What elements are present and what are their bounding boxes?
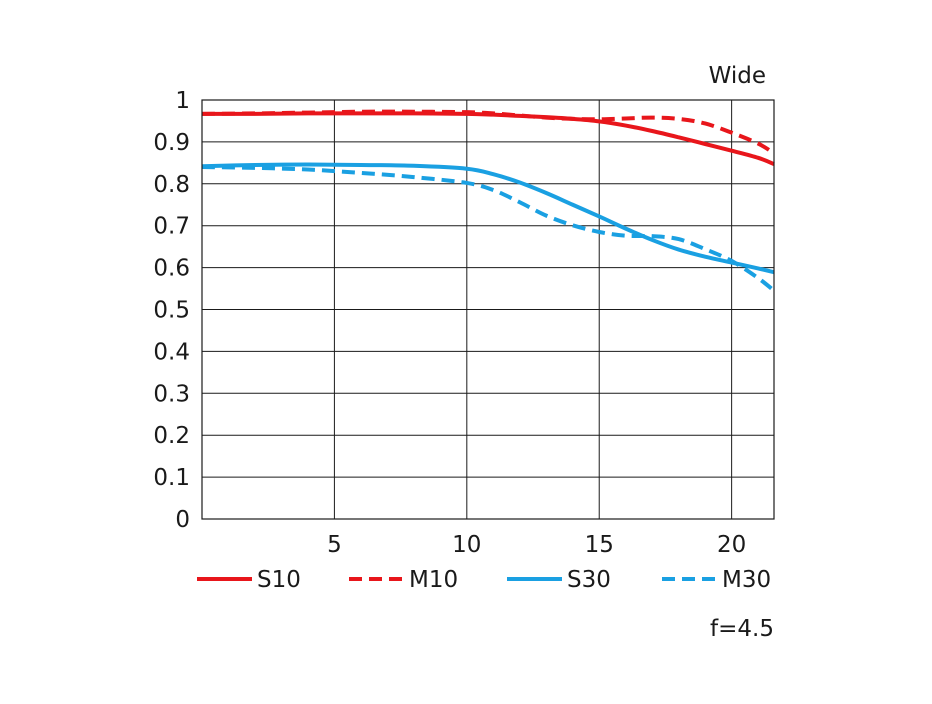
y-tick-label: 1 <box>175 88 190 114</box>
x-tick-label: 15 <box>585 532 614 558</box>
x-tick-label: 10 <box>452 532 481 558</box>
y-tick-label: 0.2 <box>153 423 190 449</box>
legend-label-s10: S10 <box>257 567 301 593</box>
series-line-m30 <box>201 165 776 293</box>
y-tick-label: 0.9 <box>153 130 190 156</box>
corner-label: Wide <box>709 63 766 89</box>
legend-label-m10: M10 <box>409 567 458 593</box>
legend-label-m30: M30 <box>722 567 771 593</box>
y-tick-label: 0.8 <box>153 172 190 198</box>
axes: 00.10.20.30.40.50.60.70.80.915 10 15 20 <box>153 88 775 558</box>
y-tick-label: 0.7 <box>153 214 190 240</box>
series-layer <box>201 109 776 293</box>
legend: S10 M10 S30 M30 <box>197 567 771 593</box>
series-line-s10 <box>201 111 775 166</box>
legend-label-s30: S30 <box>567 567 611 593</box>
series-line-m10 <box>201 109 776 155</box>
plot-frame <box>201 99 775 520</box>
x-tick-label: 20 <box>717 532 746 558</box>
y-tick-label: 0.3 <box>153 381 190 407</box>
footnote-label: f=4.5 <box>710 616 774 642</box>
y-tick-label: 0 <box>175 507 190 533</box>
y-tick-label: 0.5 <box>153 298 190 324</box>
y-tick-label: 0.6 <box>153 256 190 282</box>
y-tick-label: 0.4 <box>153 339 190 365</box>
series-line-s30 <box>201 162 775 275</box>
x-tick-label: 5 <box>327 532 342 558</box>
y-tick-label: 0.1 <box>153 465 190 491</box>
